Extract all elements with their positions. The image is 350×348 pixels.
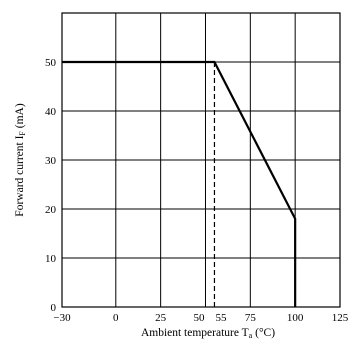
x-tick-label: 125 <box>332 312 349 324</box>
x-tick-label: 100 <box>287 312 304 324</box>
x-tick-label: 50 <box>193 312 205 324</box>
y-axis-ticks: 0 10 20 30 40 50 <box>45 57 57 314</box>
plot-frame <box>61 12 341 308</box>
y-tick-label: 10 <box>45 253 57 265</box>
y-tick-label: 50 <box>45 57 57 69</box>
x-axis-label: Ambient temperature Ta (°C) <box>141 327 275 340</box>
x-tick-label: 0 <box>113 312 119 324</box>
y-tick-label: 20 <box>45 204 57 216</box>
y-tick-label: 30 <box>45 155 57 167</box>
x-tick-label: −30 <box>53 312 71 324</box>
plot-area <box>62 60 297 307</box>
y-tick-label: 0 <box>51 302 57 314</box>
y-axis-label: Forward current IF (mA) <box>14 103 27 217</box>
x-tick-label: 75 <box>245 312 257 324</box>
grid <box>61 12 341 308</box>
x-axis-ticks: −30 0 25 50 55 75 100 125 <box>53 312 348 324</box>
x-tick-label: 25 <box>155 312 167 324</box>
y-tick-label: 40 <box>45 106 57 118</box>
derating-curve <box>62 60 297 307</box>
x-tick-label: 55 <box>215 312 227 324</box>
